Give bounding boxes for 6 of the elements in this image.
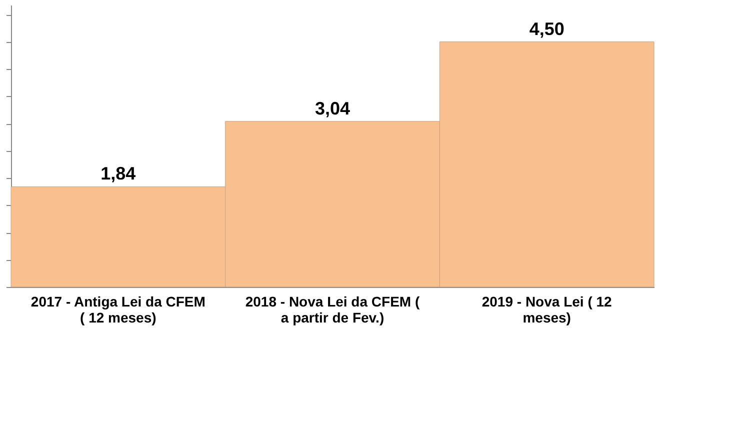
data-label: 3,04	[314, 98, 350, 118]
x-tick-label: 2018 - Nova Lei da CFEM ( a partir de Fev.)	[245, 294, 420, 326]
data-label: 1,84	[100, 164, 136, 184]
x-tick-label: 2019 - Nova Lei ( 12 meses)	[482, 294, 612, 326]
data-label: 4,50	[529, 18, 564, 39]
x-tick-label: 2017 - Antiga Lei da CFEM ( 12 meses)	[30, 294, 206, 326]
